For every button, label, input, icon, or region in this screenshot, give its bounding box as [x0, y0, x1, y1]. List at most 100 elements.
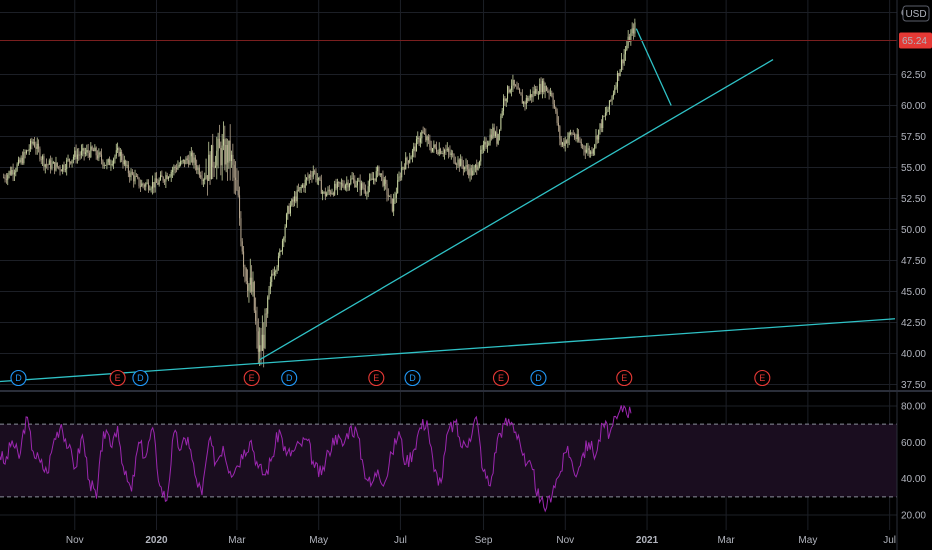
- candle-body: [50, 160, 52, 169]
- candle-body: [520, 92, 522, 96]
- candle-body: [139, 186, 141, 187]
- candle-body: [311, 176, 313, 178]
- candle-body: [564, 140, 566, 146]
- candle-body: [38, 143, 40, 149]
- dividend-marker[interactable]: D: [132, 369, 149, 387]
- candle-body: [322, 191, 324, 194]
- dividend-marker[interactable]: D: [10, 369, 27, 387]
- candle-body: [395, 193, 397, 198]
- candle-body: [146, 182, 148, 184]
- candle-body: [582, 145, 584, 147]
- candle-body: [339, 182, 341, 185]
- dividend-marker[interactable]: D: [530, 369, 547, 387]
- candle-body: [620, 59, 622, 70]
- price-axis-label: 62.50: [901, 70, 926, 81]
- candle-body: [414, 146, 416, 152]
- candle-body: [382, 175, 384, 186]
- time-axis-label: Sep: [475, 535, 493, 546]
- earnings-marker[interactable]: E: [368, 369, 385, 387]
- candle-body: [527, 98, 529, 101]
- candle-body: [426, 136, 428, 141]
- candle-body: [509, 89, 511, 93]
- candle-body: [626, 45, 628, 50]
- candle-body: [634, 22, 636, 34]
- earnings-marker[interactable]: E: [243, 369, 260, 387]
- candle-body: [319, 177, 321, 181]
- candle-body: [263, 334, 265, 348]
- price-axis[interactable]: 37.50 40.00 42.50 45.00 47.50 50.00 52.50 55.00…: [901, 8, 926, 391]
- time-axis-label: 2021: [636, 535, 659, 546]
- candle-body: [269, 282, 271, 289]
- candle-body: [125, 160, 127, 166]
- candle-body: [63, 164, 65, 170]
- candle-body: [452, 153, 454, 155]
- candle-body: [154, 178, 156, 188]
- candle-body: [449, 151, 451, 155]
- candle-body: [86, 149, 88, 153]
- candle-body: [280, 250, 282, 252]
- candle-body: [35, 146, 37, 149]
- trendline[interactable]: [259, 59, 774, 361]
- candle-body: [102, 160, 104, 166]
- dividend-marker[interactable]: D: [281, 369, 298, 387]
- candle-body: [444, 149, 446, 154]
- candle-body: [307, 177, 309, 179]
- candle-body: [170, 171, 172, 177]
- last-price-badge[interactable]: [899, 32, 932, 49]
- candle-body: [168, 177, 170, 179]
- candle-body: [142, 183, 144, 186]
- candle-body: [441, 153, 443, 154]
- candle-body: [244, 266, 246, 269]
- candle-body: [401, 167, 403, 178]
- candle-body: [374, 178, 376, 181]
- candle-body: [511, 85, 513, 90]
- candle-body: [181, 160, 183, 162]
- candle-body: [90, 146, 92, 158]
- currency-badge[interactable]: USD: [902, 5, 930, 22]
- event-circle: [243, 369, 260, 387]
- event-label: E: [621, 373, 627, 383]
- candle-body: [209, 154, 211, 180]
- candle-body: [490, 134, 492, 139]
- candle-body: [5, 179, 7, 180]
- time-axis[interactable]: Nov 2020 Mar May Jul Sep Nov 2021 Mar May Jul: [66, 535, 896, 546]
- candle-body: [453, 153, 455, 163]
- candle-body: [552, 96, 554, 105]
- candle-body: [591, 151, 593, 154]
- candle-body: [308, 175, 310, 178]
- earnings-marker[interactable]: E: [492, 369, 510, 387]
- candle-body: [275, 270, 277, 273]
- candle-body: [418, 137, 420, 143]
- candle-body: [482, 144, 484, 150]
- candle-body: [352, 178, 354, 180]
- candle-body: [160, 175, 162, 180]
- candle-body: [390, 195, 392, 199]
- candle-body: [397, 180, 399, 194]
- candle-body: [324, 191, 326, 197]
- candle-body: [470, 168, 472, 176]
- candle-body: [8, 171, 10, 176]
- rsi-axis[interactable]: 20.00 40.00 60.00 80.00: [901, 402, 926, 522]
- candle-body: [247, 281, 249, 291]
- candle-body: [614, 88, 616, 94]
- candle-body: [399, 176, 401, 178]
- earnings-marker[interactable]: E: [616, 369, 633, 387]
- candle-body: [248, 284, 250, 291]
- earnings-marker[interactable]: E: [109, 369, 126, 387]
- candle-body: [523, 101, 525, 104]
- candle-body: [484, 141, 486, 145]
- dividend-marker[interactable]: D: [404, 369, 421, 387]
- candle-body: [437, 152, 439, 155]
- candle-body: [378, 167, 380, 175]
- candle-body: [342, 183, 344, 187]
- candle-body: [131, 171, 133, 175]
- price-axis-label: 37.50: [901, 380, 926, 391]
- trendline[interactable]: [635, 28, 672, 106]
- candle-body: [604, 112, 606, 117]
- time-axis-label: Jul: [394, 535, 407, 546]
- currency-label: USD: [905, 9, 926, 20]
- candle-body: [182, 159, 184, 161]
- earnings-marker[interactable]: E: [754, 369, 771, 387]
- candle-body: [52, 162, 54, 164]
